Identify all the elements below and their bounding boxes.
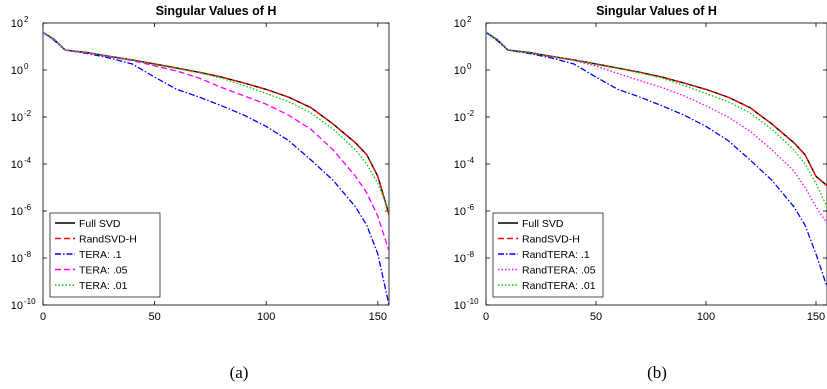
series-line-5	[486, 31, 827, 208]
y-tick-label: 10	[11, 253, 23, 265]
y-tick-exponent: -10	[24, 297, 36, 306]
y-tick-exponent: -10	[467, 297, 479, 306]
y-tick-label: 10	[454, 65, 466, 77]
y-tick-base: 10	[454, 300, 466, 312]
caption-a: (a)	[230, 363, 249, 382]
y-tick-exponent: 0	[467, 62, 472, 71]
y-tick-base: 10	[11, 159, 23, 171]
chart-title: Singular Values of H	[596, 4, 717, 18]
series-line-4	[43, 31, 389, 252]
y-tick-base: 10	[454, 112, 466, 124]
series-line-2	[43, 31, 389, 215]
x-tick-label: 150	[369, 311, 387, 323]
legend-label: Full SVD	[79, 218, 121, 230]
y-tick-exponent: -4	[467, 156, 475, 165]
y-tick-base: 10	[11, 65, 23, 77]
y-tick-label: 10	[454, 159, 466, 171]
series-line-3	[486, 31, 827, 287]
legend-box	[49, 212, 161, 298]
legend-box	[492, 212, 604, 298]
series-group	[43, 31, 389, 305]
y-tick-base: 10	[11, 253, 23, 265]
y-tick-exponent: -2	[467, 109, 475, 118]
y-tick-label: 10	[454, 206, 466, 218]
y-tick-base: 10	[454, 159, 466, 171]
x-tick-label: 0	[40, 311, 46, 323]
x-tick-label: 50	[148, 311, 160, 323]
y-tick-exponent: 0	[24, 62, 29, 71]
legend-label: RandTERA: .05	[522, 265, 596, 277]
y-tick-exponent: -8	[24, 250, 32, 259]
y-tick-exponent: -4	[24, 156, 32, 165]
x-tick-label: 100	[257, 311, 275, 323]
y-tick-label: 10	[454, 300, 466, 312]
series-group	[486, 31, 827, 287]
y-tick-label: 10	[11, 300, 23, 312]
y-tick-exponent: -2	[24, 109, 32, 118]
y-tick-exponent: -6	[24, 203, 32, 212]
y-tick-exponent: 2	[467, 15, 472, 24]
y-tick-base: 10	[11, 206, 23, 218]
y-tick-base: 10	[11, 300, 23, 312]
y-tick-label: 10	[454, 18, 466, 30]
legend-label: RandTERA: .1	[522, 249, 590, 261]
y-tick-base: 10	[11, 112, 23, 124]
y-tick-exponent: -6	[467, 203, 475, 212]
x-tick-label: 150	[807, 311, 825, 323]
y-tick-exponent: 2	[24, 15, 29, 24]
y-tick-exponent: -8	[467, 250, 475, 259]
y-tick-base: 10	[454, 65, 466, 77]
y-tick-label: 10	[11, 112, 23, 124]
x-tick-label: 0	[483, 311, 489, 323]
legend-label: Full SVD	[522, 218, 564, 230]
legend-label: RandTERA: .01	[522, 280, 596, 292]
y-tick-base: 10	[454, 18, 466, 30]
y-tick-base: 10	[454, 206, 466, 218]
y-tick-label: 10	[11, 65, 23, 77]
legend-label: RandSVD-H	[79, 234, 137, 246]
y-tick-label: 10	[11, 159, 23, 171]
chart-title: Singular Values of H	[156, 4, 277, 18]
y-tick-label: 10	[454, 253, 466, 265]
y-tick-base: 10	[11, 18, 23, 30]
x-tick-label: 50	[590, 311, 602, 323]
y-tick-label: 10	[454, 112, 466, 124]
y-tick-label: 10	[11, 206, 23, 218]
series-line-3	[43, 31, 389, 305]
caption-b: (b)	[647, 363, 667, 382]
legend-label: TERA: .1	[79, 249, 122, 261]
y-tick-base: 10	[454, 253, 466, 265]
y-tick-label: 10	[11, 18, 23, 30]
legend-label: RandSVD-H	[522, 234, 580, 246]
legend-label: TERA: .01	[79, 280, 128, 292]
legend-label: TERA: .05	[79, 265, 128, 277]
x-tick-label: 100	[697, 311, 715, 323]
